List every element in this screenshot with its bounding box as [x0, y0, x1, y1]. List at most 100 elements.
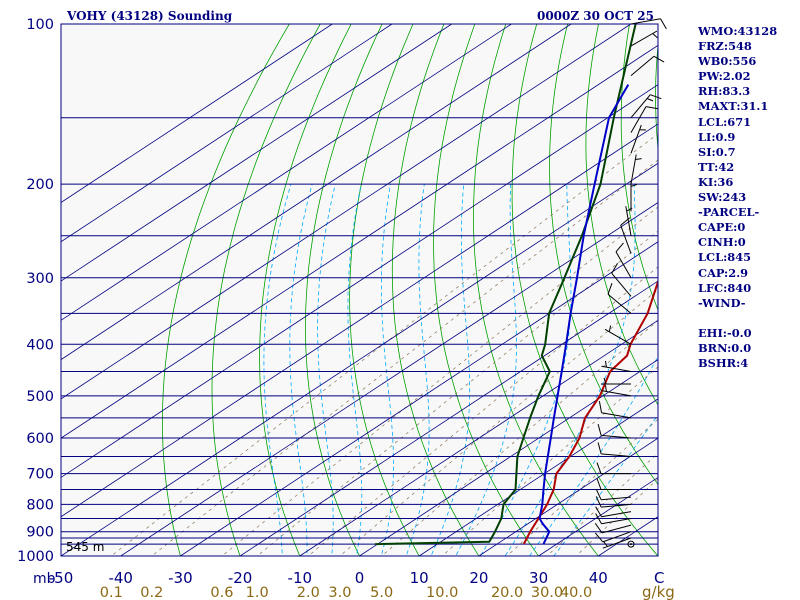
- mixing-ratio-label: 3.0: [328, 585, 351, 600]
- wind-barb: [597, 423, 632, 439]
- mixing-ratio-line: [381, 320, 658, 556]
- moist-adiabat: [317, 184, 336, 556]
- wind-barb: [601, 360, 632, 372]
- mixing-ratio-label: 1.0: [246, 585, 269, 600]
- isotherm: [478, 437, 658, 556]
- mixing-ratio-label: 0.2: [140, 585, 163, 600]
- pressure-tick-label: 600: [26, 431, 54, 447]
- wind-barb: [594, 523, 632, 534]
- isotherm: [180, 241, 658, 556]
- isotherm: [239, 280, 658, 556]
- temperature-tick-label: 30: [529, 569, 548, 587]
- mixing-ratio-line: [151, 159, 658, 556]
- pressure-tick-label: 800: [26, 497, 54, 513]
- index-item: BRN:0.0: [698, 340, 752, 355]
- temperature-tick-label: 10: [410, 569, 429, 587]
- wind-barb: [596, 462, 631, 475]
- dry-adiabat: [391, 24, 480, 556]
- dry-adiabat: [349, 24, 420, 556]
- pressure-tick-labels: 100 200 300 400 500 600 700 800 900 1000: [17, 17, 54, 565]
- mixing-ratio-line: [221, 206, 658, 556]
- plot-border: [60, 23, 659, 557]
- index-item: PW:2.02: [698, 69, 751, 84]
- dry-adiabat: [161, 24, 290, 556]
- isotherm: [418, 398, 658, 556]
- moist-adiabat: [553, 414, 658, 556]
- isotherm: [299, 319, 658, 556]
- dry-adiabat: [211, 24, 321, 556]
- temperature-line: [522, 278, 658, 545]
- wind-barbs: [594, 18, 667, 549]
- isotherm: [61, 123, 658, 518]
- index-item: LFC:840: [698, 280, 752, 295]
- wind-barb: [607, 283, 632, 314]
- mixing-ratio-label: 10.0: [426, 585, 458, 600]
- wind-barb: [595, 506, 632, 518]
- wind-barb: [601, 385, 632, 397]
- isotherm: [359, 359, 658, 556]
- index-item: LI:0.9: [698, 129, 736, 144]
- dry-adiabat: [433, 24, 540, 556]
- isotherm: [61, 24, 572, 361]
- isotherm: [61, 162, 658, 556]
- moist-adiabat: [289, 183, 313, 556]
- pressure-tick-label: 100: [26, 17, 54, 33]
- wind-barb: [596, 478, 631, 490]
- isotherm: [61, 24, 393, 243]
- index-item: WMO:43128: [698, 24, 778, 38]
- dry-adiabat: [305, 24, 383, 556]
- pressure-tick-label: 300: [26, 271, 54, 287]
- pressure-tick-label: 400: [26, 337, 54, 353]
- temperature-tick-label: 20: [469, 569, 488, 587]
- wind-barb: [615, 242, 632, 279]
- wind-barb: [598, 401, 632, 419]
- isotherm: [61, 44, 658, 439]
- pressure-tick-label: 700: [26, 467, 54, 483]
- index-item: LCL:845: [698, 250, 752, 265]
- index-item: SW:243: [698, 190, 747, 205]
- index-item: CAPE:0: [698, 220, 746, 235]
- moist-adiabat: [405, 184, 430, 556]
- index-item: MAXT:31.1: [698, 99, 769, 114]
- mixing-ratio-label: 30.0: [531, 585, 563, 600]
- moist-adiabat: [504, 184, 636, 556]
- surface-height-label: 545 m: [66, 540, 104, 554]
- index-item: EHI:-0.0: [698, 325, 752, 340]
- x-axis-label: C: [654, 569, 664, 587]
- mixing-ratio-label: 0.6: [210, 585, 233, 600]
- dry-adiabat: [549, 24, 658, 486]
- parcel-line: [538, 84, 630, 545]
- isotherm: [120, 202, 658, 556]
- wind-barb: [594, 531, 632, 543]
- index-item: BSHR:4: [698, 356, 749, 371]
- isotherm: [61, 24, 512, 321]
- indices-panel: WMO:43128 FRZ:548 WB0:556 PW:2.02 RH:83.3 MAX…: [698, 24, 777, 371]
- index-item: LCL:671: [698, 114, 752, 129]
- index-item: CAP:2.9: [698, 265, 749, 280]
- pressure-tick-label: 200: [26, 177, 54, 193]
- index-item: RH:83.3: [698, 84, 751, 99]
- wind-barb: [630, 181, 638, 212]
- index-item: WB0:556: [698, 54, 757, 69]
- isotherms: [61, 24, 658, 556]
- mixing-ratio-labels: 0.1 0.2 0.6 1.0 2.0 3.0 5.0 10.0 20.0 30.040.0: [100, 585, 592, 600]
- temperature-tick-label: -40: [108, 569, 133, 587]
- wind-barb: [630, 106, 658, 133]
- temperature-tick-label: -50: [49, 569, 74, 587]
- chart-time: 0000Z 30 OCT 25: [536, 9, 654, 23]
- index-item: FRZ:548: [698, 39, 752, 54]
- mixing-ratio-label: 0.1: [100, 585, 123, 600]
- wind-barb: [602, 537, 632, 549]
- isotherm: [61, 24, 452, 282]
- wind-barb: [630, 154, 642, 185]
- isotherm: [61, 24, 333, 203]
- index-item: [698, 311, 777, 326]
- mixing-ratio-label: 2.0: [297, 585, 320, 600]
- plot-area: [61, 24, 658, 556]
- moist-adiabat: [263, 183, 292, 556]
- moist-adiabat: [380, 184, 394, 556]
- dry-adiabat: [655, 41, 658, 152]
- wind-barb: [627, 540, 635, 548]
- wind-barb: [630, 18, 667, 30]
